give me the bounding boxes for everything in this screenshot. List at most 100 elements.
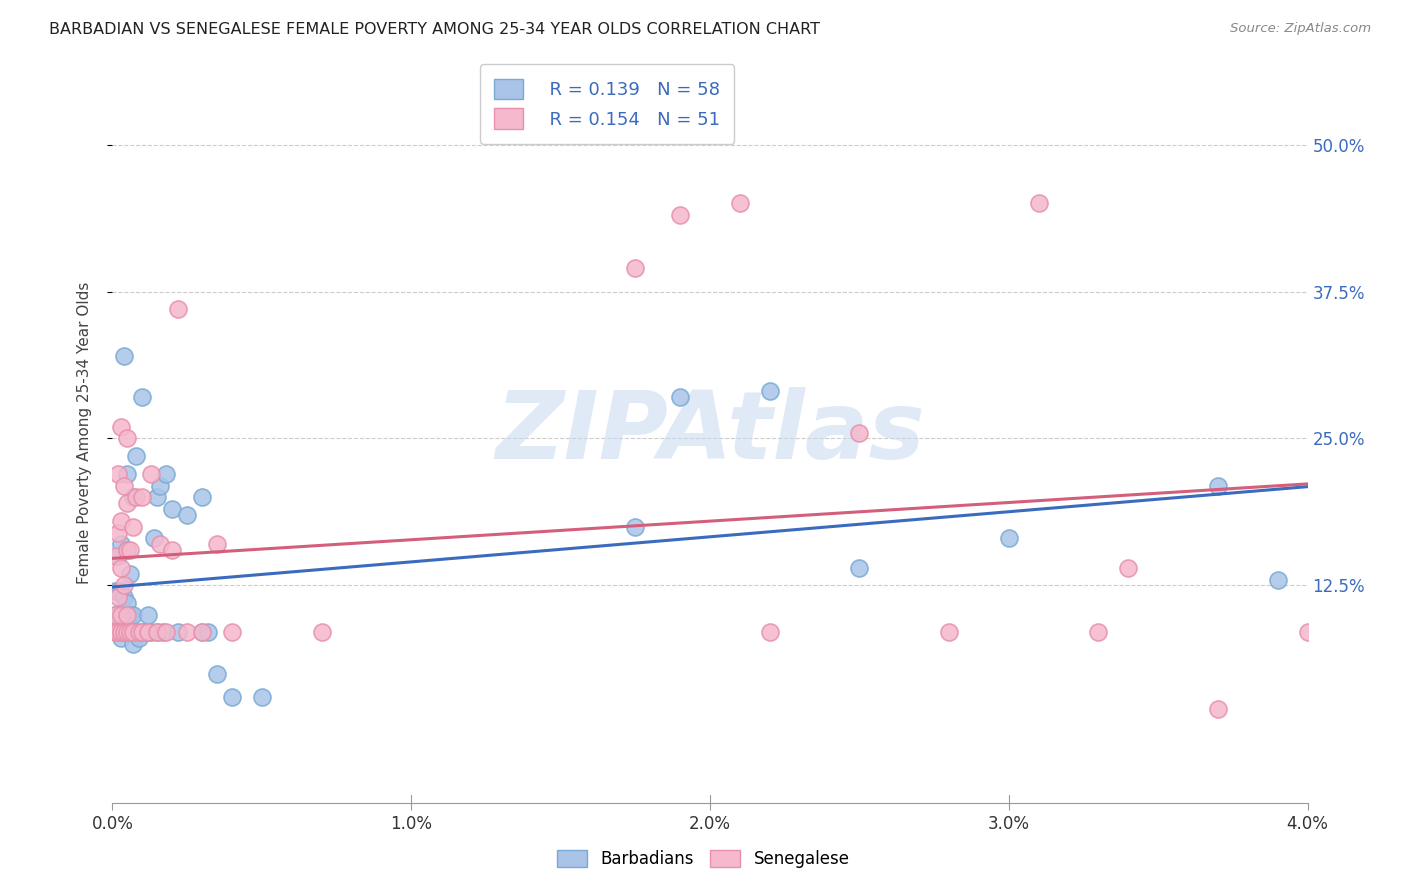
Point [125,625,148,640]
Point [117,543,139,558]
Text: ZIPAtlas: ZIPAtlas [495,386,925,479]
Point [131,625,153,640]
Point [107,525,129,540]
Point [107,549,129,563]
Point [104,607,127,622]
Point [114,478,135,492]
Point [152,625,174,640]
Point [1267,573,1289,587]
Point [107,607,129,622]
Point [138,607,160,622]
Point [120,543,142,558]
Point [125,490,148,504]
Point [141,467,163,481]
Point [104,607,127,622]
Point [146,625,169,640]
Point [117,432,139,446]
Point [117,625,139,640]
Point [1206,478,1229,492]
Point [162,502,183,516]
Point [155,625,177,640]
Text: Source: ZipAtlas.com: Source: ZipAtlas.com [1230,22,1371,36]
Point [167,625,190,640]
Point [114,578,135,592]
Point [125,449,148,463]
Point [122,637,145,651]
Point [138,625,160,640]
Point [114,590,135,604]
Point [117,496,139,510]
Point [149,537,172,551]
Point [104,625,127,640]
Point [110,584,132,599]
Point [128,625,150,640]
Point [624,261,647,276]
Point [107,625,129,640]
Point [1028,196,1050,211]
Point [176,508,198,522]
Point [131,490,153,504]
Point [122,625,145,640]
Point [141,625,163,640]
Point [110,561,132,575]
Point [146,490,169,504]
Point [191,625,214,640]
Point [149,478,172,492]
Point [1296,625,1319,640]
Point [131,390,153,404]
Point [250,690,273,704]
Point [120,607,142,622]
Point [176,625,198,640]
Point [110,607,132,622]
Point [104,549,127,563]
Point [107,590,129,604]
Point [669,208,692,222]
Point [117,619,139,633]
Point [191,625,214,640]
Point [117,467,139,481]
Point [110,514,132,528]
Point [122,519,145,533]
Point [107,625,129,640]
Point [122,490,145,504]
Point [104,584,127,599]
Point [624,519,647,533]
Point [311,625,333,640]
Point [122,607,145,622]
Point [205,537,228,551]
Point [110,625,132,640]
Point [117,607,139,622]
Point [848,561,870,575]
Point [114,619,135,633]
Point [110,632,132,646]
Point [221,625,243,640]
Point [146,625,169,640]
Point [191,490,214,504]
Point [848,425,870,440]
Point [117,543,139,558]
Point [162,543,183,558]
Point [110,607,132,622]
Point [138,625,160,640]
Point [1118,561,1140,575]
Point [120,566,142,581]
Point [1087,625,1109,640]
Point [759,384,782,399]
Point [205,666,228,681]
Point [122,625,145,640]
Point [759,625,782,640]
Point [728,196,751,211]
Point [120,625,142,640]
Point [143,532,166,546]
Point [938,625,960,640]
Legend:   R = 0.139   N = 58,   R = 0.154   N = 51: R = 0.139 N = 58, R = 0.154 N = 51 [479,64,734,144]
Point [131,625,153,640]
Point [114,349,135,363]
Point [998,532,1021,546]
Text: BARBADIAN VS SENEGALESE FEMALE POVERTY AMONG 25-34 YEAR OLDS CORRELATION CHART: BARBADIAN VS SENEGALESE FEMALE POVERTY A… [49,22,820,37]
Point [120,625,142,640]
Point [110,537,132,551]
Point [1206,702,1229,716]
Point [114,625,135,640]
Point [117,625,139,640]
